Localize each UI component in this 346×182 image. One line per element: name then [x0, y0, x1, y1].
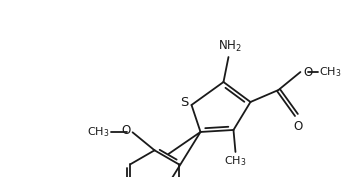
Text: S: S: [180, 96, 189, 110]
Text: CH$_3$: CH$_3$: [224, 154, 247, 168]
Text: O: O: [121, 124, 130, 137]
Text: CH$_3$: CH$_3$: [319, 65, 342, 79]
Text: O: O: [303, 66, 313, 78]
Text: NH$_2$: NH$_2$: [218, 39, 242, 54]
Text: CH$_3$: CH$_3$: [87, 125, 110, 139]
Text: O: O: [294, 120, 303, 133]
